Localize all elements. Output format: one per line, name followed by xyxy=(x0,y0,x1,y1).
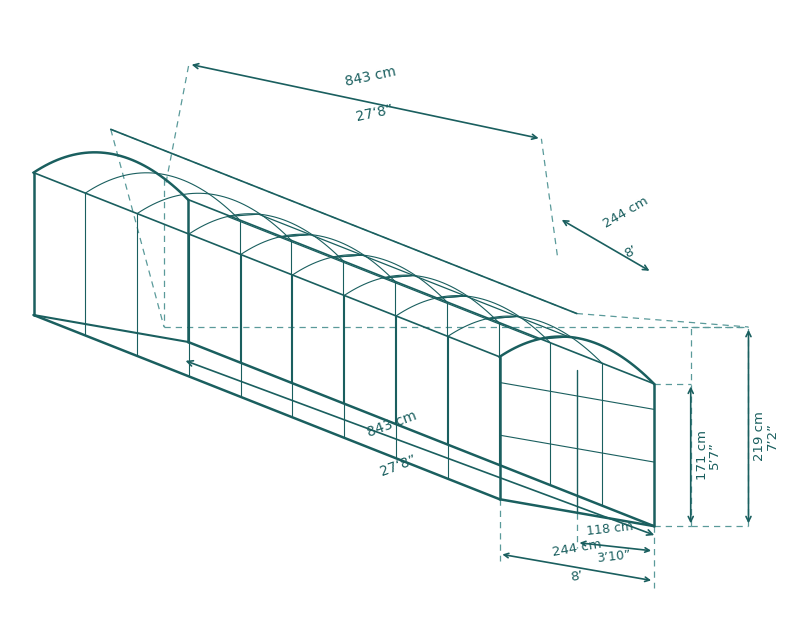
Text: 843 cm: 843 cm xyxy=(366,409,418,440)
Text: 7’2”: 7’2” xyxy=(766,422,778,451)
Text: 118 cm: 118 cm xyxy=(586,520,634,538)
Text: 219 cm: 219 cm xyxy=(754,412,766,461)
Text: 5’7”: 5’7” xyxy=(708,441,721,469)
Text: 27‘8”: 27‘8” xyxy=(355,102,395,124)
Text: 8’: 8’ xyxy=(570,570,584,584)
Text: 244 cm: 244 cm xyxy=(551,537,602,559)
Text: 27‘8”: 27‘8” xyxy=(378,453,418,479)
Text: 244 cm: 244 cm xyxy=(601,194,650,230)
Text: 3’10”: 3’10” xyxy=(596,548,631,565)
Text: 171 cm: 171 cm xyxy=(696,430,709,480)
Text: 843 cm: 843 cm xyxy=(343,64,397,88)
Text: 8’: 8’ xyxy=(622,243,639,261)
